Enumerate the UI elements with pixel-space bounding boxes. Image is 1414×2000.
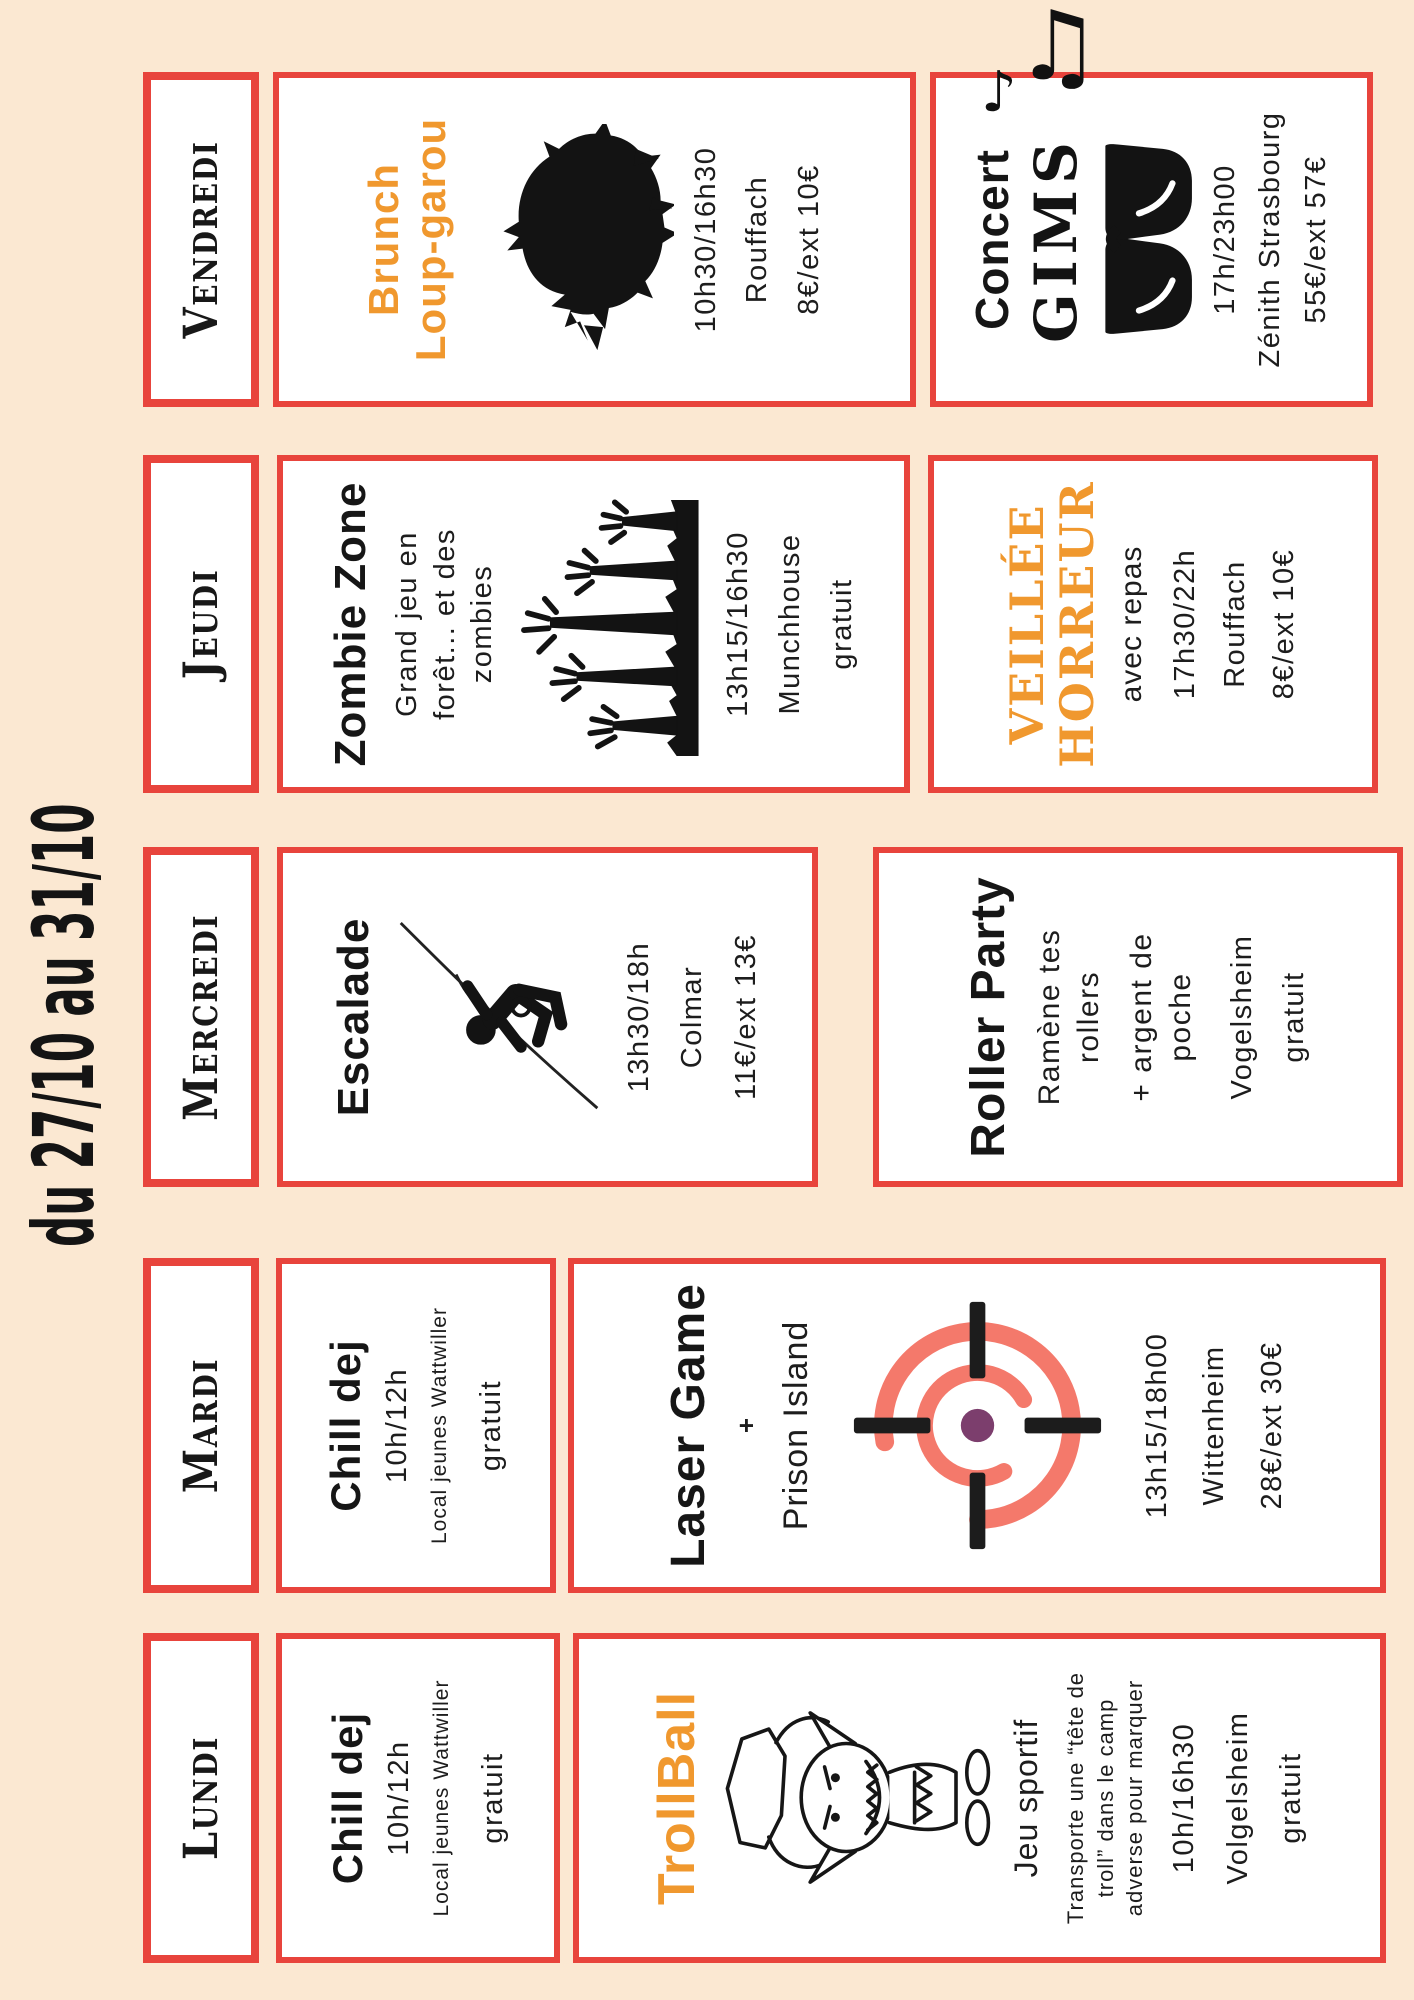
card-time: 10h30/16h30 [689,146,722,333]
card-price: 28€/ext 30€ [1256,1341,1289,1510]
card-place: Rouffach [1218,560,1251,688]
sunglasses-icon [1093,134,1199,346]
card-place: Munchhouse [773,533,806,715]
card-trollball: TrollBall [573,1633,1386,1963]
card-title: Chill dej [323,1711,371,1885]
card-time: 17h30/22h [1169,548,1202,700]
werewolf-icon [469,124,674,355]
card-place: Zénith Strasbourg [1254,111,1287,368]
card-chill-dej-lundi: Chill dej 10h/12h Local jeunes Wattwille… [276,1633,560,1963]
target-icon [850,1298,1105,1553]
day-header-mercredi: Mercredi [143,847,259,1187]
card-time: 10h/12h [382,1740,415,1856]
day-header-vendredi: Vendredi [143,72,259,407]
card-time: 10h/16h30 [1168,1722,1201,1874]
card-place: Vogelsheim [1226,934,1259,1100]
day-label-mardi: Mardi [173,1357,229,1494]
day-header-mardi: Mardi [143,1258,259,1593]
day-label-mercredi: Mercredi [173,913,229,1121]
card-time: 13h15/16h30 [722,531,755,717]
column-mardi: Mardi Chill dej 10h/12h Local jeunes Wat… [0,1258,1414,1593]
column-lundi: Lundi Chill dej 10h/12h Local jeunes Wat… [0,1633,1414,1963]
card-zombie-zone: Zombie Zone Grand jeu en forêt... et des… [277,455,910,793]
column-jeudi: Jeudi Zombie Zone Grand jeu en forêt... … [0,455,1414,793]
card-place: Volgelsheim [1221,1711,1254,1885]
music-note-beamed-icon: ♫ [1015,0,1102,102]
card-chill-dej-mardi: Chill dej 10h/12h Local jeunes Wattwille… [276,1258,556,1593]
card-price: gratuit [476,1752,509,1844]
day-label-lundi: Lundi [173,1735,229,1861]
day-header-lundi: Lundi [143,1633,259,1963]
troll-icon [722,1666,992,1931]
card-time: 13h15/18h00 [1140,1332,1173,1519]
card-title-line2: HORREUR [1050,480,1105,768]
card-price: gratuit [1275,1752,1308,1844]
card-brunch-loup-garou: Brunch Loup-garou 10h30/16h30 Rouffach 8… [273,72,916,407]
card-desc: Grand jeu en forêt... et des zombies [391,528,499,720]
card-place: Rouffach [741,175,774,304]
plus-sign: + [730,1417,761,1434]
card-title: Chill dej [321,1339,369,1512]
zombie-hands-icon [516,492,706,757]
card-title: Laser Game [662,1283,716,1568]
card-subtitle: avec repas [1115,545,1149,703]
card-price: gratuit [825,578,858,670]
card-title: VEILLÉE [999,503,1054,745]
card-place: Wittenheim [1198,1345,1231,1506]
column-vendredi: Vendredi Brunch Loup-garou 10h30/16h30 R… [0,72,1414,407]
day-label-jeudi: Jeudi [173,568,229,680]
music-note-single-icon: ♪ [981,60,1017,125]
card-escalade: Escalade [277,847,818,1187]
card-laser-game: Laser Game + Prison Island [568,1258,1386,1593]
card-time: 10h/12h [380,1367,413,1484]
climber-icon [395,910,605,1125]
card-price: gratuit [474,1379,507,1472]
card-desc2: + argent de poche [1125,932,1198,1102]
music-notes-decoration: ♫ ♪ [981,0,1125,148]
card-price: 55€/ext 57€ [1300,155,1333,324]
card-price: gratuit [1277,971,1310,1063]
card-title-line2: GIMS [1021,136,1090,343]
card-veillee-horreur: VEILLÉE HORREUR avec repas 17h30/22h Rou… [928,455,1378,793]
card-title: Zombie Zone [325,481,375,767]
card-note: Local jeunes Wattwiller [430,1679,454,1917]
card-note: Local jeunes Wattwiller [428,1307,452,1544]
card-price: 8€/ext 10€ [1268,548,1301,700]
card-title: Roller Party [962,876,1016,1158]
card-title: Brunch [360,163,408,316]
card-roller-party: Roller Party Ramène tes rollers + argent… [873,847,1403,1187]
card-title: Escalade [329,917,379,1117]
card-time: 13h30/18h [622,941,655,1093]
card-subtitle: Prison Island [776,1320,815,1531]
card-price: 8€/ext 10€ [792,164,825,315]
card-subtitle: Jeu sportif [1008,1718,1045,1878]
column-mercredi: Mercredi Escalade [0,847,1414,1187]
card-time: 17h/23h00 [1208,164,1241,315]
card-price: 11€/ext 13€ [729,934,762,1100]
card-title: TrollBall [647,1690,706,1906]
card-place: Colmar [676,965,709,1069]
card-title: Concert [966,149,1019,330]
card-title-line2: Loup-garou [407,117,455,362]
card-concert-gims: Concert GIMS 17h/23h00 Zénith Strasbourg… [930,72,1373,407]
day-header-jeudi: Jeudi [143,455,259,793]
day-label-vendredi: Vendredi [173,140,229,339]
card-desc: Ramène tes rollers [1033,928,1106,1106]
card-desc: Transporte une “tête de troll” dans le c… [1063,1671,1148,1925]
